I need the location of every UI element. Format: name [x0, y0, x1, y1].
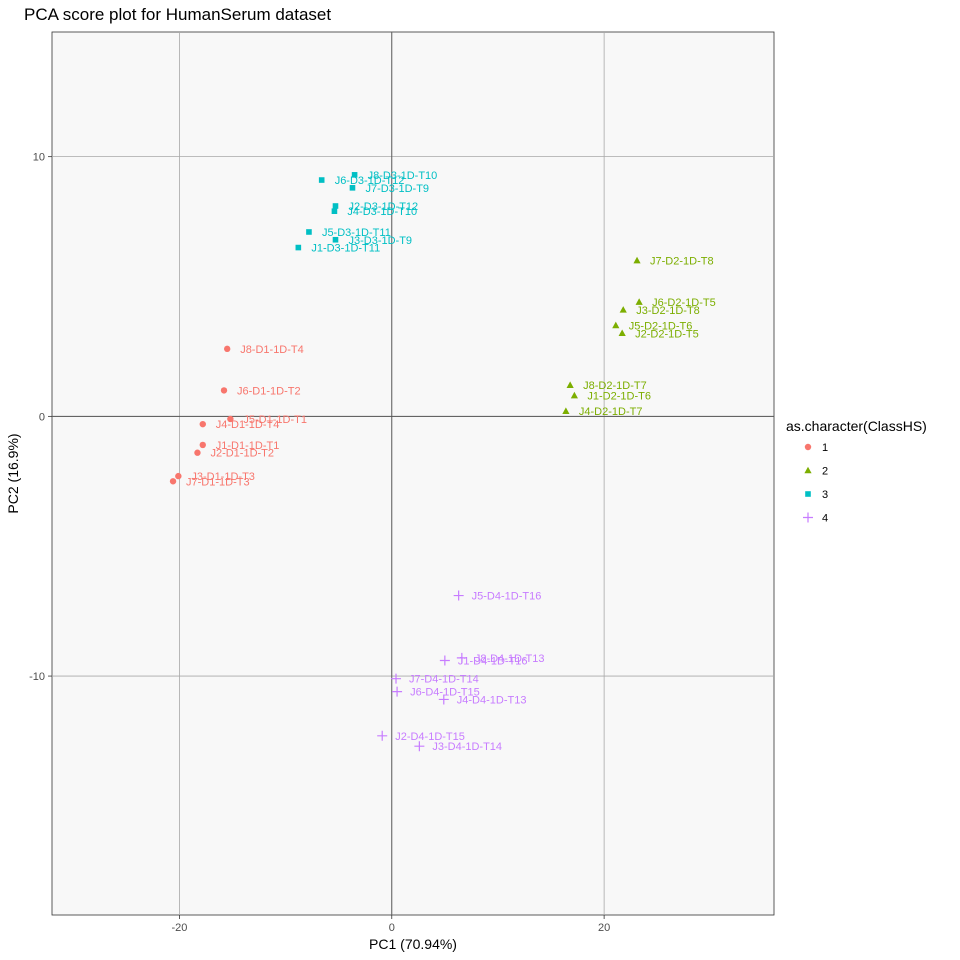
point-label: J8-D1-1D-T4: [240, 344, 304, 356]
y-tick-label: -10: [29, 671, 45, 683]
point-label: J3-D1-1D-T3: [191, 471, 255, 483]
data-point: [351, 172, 358, 178]
data-point: [570, 391, 578, 399]
point-label: J5-D4-1D-T16: [472, 591, 542, 603]
x-tick-label: 20: [598, 922, 610, 934]
data-point: [438, 694, 449, 705]
point-label: J7-D2-1D-T8: [650, 256, 714, 268]
legend-key: [804, 443, 812, 451]
legend-label: 4: [822, 513, 828, 525]
data-point: [439, 655, 450, 666]
point-label: J2-D2-1D-T5: [635, 328, 699, 340]
data-point: [169, 478, 177, 485]
data-point: [453, 590, 464, 601]
legend-items: 1 2 3 4: [803, 442, 828, 525]
data-point: [295, 244, 302, 251]
legend-key: [805, 491, 811, 497]
data-point: [633, 256, 641, 264]
data-point: [392, 686, 403, 697]
point-label: J8-D3-1D-T10: [368, 170, 438, 182]
data-point: [318, 177, 325, 183]
point-label: J5-D3-1D-T11: [322, 227, 391, 239]
data-point: [199, 420, 206, 428]
data-point: [618, 329, 626, 337]
point-label: J7-D4-1D-T14: [409, 674, 479, 686]
point-label: J8-D4-1D-T13: [475, 653, 545, 665]
point-label: J6-D1-1D-T2: [237, 385, 301, 397]
point-label: J7-D3-1D-T9: [365, 183, 429, 195]
x-axis-title: PC1 (70.94%): [369, 936, 457, 952]
y-tick-label: 0: [39, 411, 45, 423]
legend-key: [804, 466, 812, 474]
data-point: [220, 387, 228, 394]
point-label: J5-D1-1D-T1: [243, 414, 307, 426]
legend-key: [803, 512, 813, 523]
data-point: [391, 673, 402, 684]
y-tick-label: 10: [33, 152, 45, 164]
data-point: [635, 298, 643, 305]
data-point: [223, 345, 231, 353]
point-label: J1-D3-1D-T11: [311, 243, 380, 255]
plot-panel: [51, 31, 775, 916]
point-label: J6-D3-1D-T12: [335, 175, 405, 187]
point-label: J1-D2-1D-T6: [587, 391, 651, 403]
legend-label: 2: [822, 466, 828, 478]
data-point: [332, 236, 339, 243]
point-label: J3-D3-1D-T9: [348, 235, 412, 247]
data-point: [306, 229, 312, 235]
legend-label: 3: [822, 489, 828, 501]
data-point: [332, 203, 339, 209]
data-point: [456, 652, 467, 663]
x-tick-label: -20: [171, 922, 187, 934]
legend-label: 1: [822, 442, 828, 454]
data-point: [175, 472, 182, 480]
data-point: [331, 208, 338, 214]
data-points: [169, 172, 643, 752]
point-label: J1-D1-1D-T1: [216, 440, 280, 452]
x-tick-label: 0: [389, 922, 395, 934]
legend-title: as.character(ClassHS): [786, 418, 927, 434]
data-point: [194, 449, 201, 456]
point-label: J4-D1-1D-T4: [216, 419, 280, 431]
data-point: [566, 381, 574, 388]
data-point: [612, 321, 620, 329]
point-label: J2-D4-1D-T15: [395, 731, 465, 743]
point-label: J5-D2-1D-T6: [629, 320, 693, 332]
data-point: [414, 741, 425, 752]
point-label: J4-D3-1D-T10: [347, 206, 417, 218]
point-label: J2-D1-1D-T2: [210, 448, 274, 460]
axis-ticks: -20 0 20 -10 0 10: [29, 152, 610, 934]
data-point: [377, 730, 388, 741]
point-label: J4-D2-1D-T7: [579, 406, 643, 418]
data-point: [199, 441, 206, 449]
point-label: J6-D4-1D-T15: [410, 687, 480, 699]
point-label: J2-D3-1D-T12: [348, 201, 418, 213]
point-labels: J8-D1-1D-T4 J6-D1-1D-T2 J5-D1-1D-T1J4-D1-1…: [186, 170, 716, 753]
point-label: J7-D1-1D-T3: [186, 476, 250, 488]
chart-title: PCA score plot for HumanSerum dataset: [24, 5, 331, 24]
y-axis-title: PC2 (16.9%): [5, 433, 21, 513]
point-label: J6-D2-1D-T5: [652, 297, 716, 309]
data-point: [227, 415, 234, 423]
point-label: J1-D4-1D-T16: [458, 655, 528, 667]
point-label: J4-D4-1D-T13: [457, 694, 527, 706]
legend: as.character(ClassHS) 1 2 3 4: [786, 418, 927, 525]
point-label: J3-D2-1D-T8: [636, 305, 700, 317]
gridlines: [52, 32, 774, 915]
data-point: [619, 306, 627, 313]
data-point: [349, 185, 356, 191]
point-label: J8-D2-1D-T7: [583, 380, 647, 392]
point-label: J3-D4-1D-T14: [432, 741, 502, 753]
data-point: [562, 407, 570, 414]
